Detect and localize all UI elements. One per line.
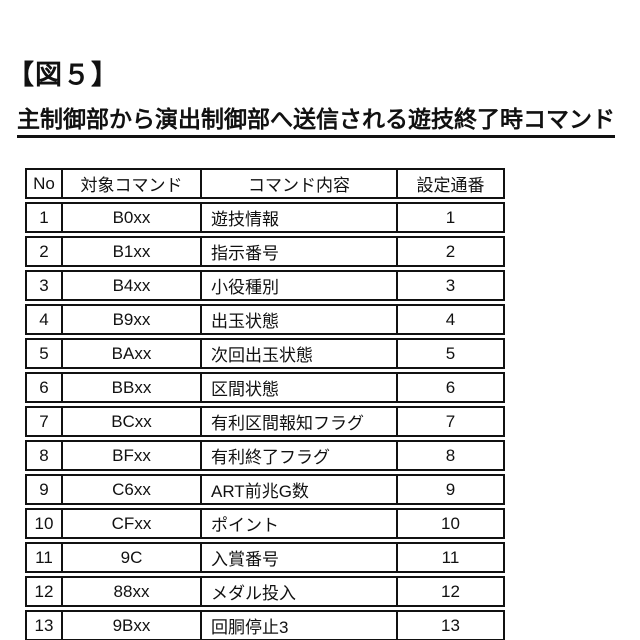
cell-serial: 5 xyxy=(398,338,505,369)
cell-command: 88xx xyxy=(63,576,202,607)
table-row: 4 B9xx 出玉状態 4 xyxy=(25,304,505,335)
cell-serial: 7 xyxy=(398,406,505,437)
cell-content: 入賞番号 xyxy=(202,542,398,573)
table-row: 1 B0xx 遊技情報 1 xyxy=(25,202,505,233)
cell-content: 次回出玉状態 xyxy=(202,338,398,369)
cell-serial: 3 xyxy=(398,270,505,301)
cell-serial: 13 xyxy=(398,610,505,640)
table-row: 3 B4xx 小役種別 3 xyxy=(25,270,505,301)
header-content: コマンド内容 xyxy=(202,168,398,199)
cell-serial: 10 xyxy=(398,508,505,539)
cell-content: 指示番号 xyxy=(202,236,398,267)
table-row: 6 BBxx 区間状態 6 xyxy=(25,372,505,403)
cell-serial: 6 xyxy=(398,372,505,403)
cell-serial: 12 xyxy=(398,576,505,607)
cell-no: 2 xyxy=(25,236,63,267)
cell-serial: 4 xyxy=(398,304,505,335)
page-title: 主制御部から演出制御部へ送信される遊技終了時コマンド xyxy=(17,100,615,138)
cell-command: 9C xyxy=(63,542,202,573)
cell-content: 小役種別 xyxy=(202,270,398,301)
cell-command: B9xx xyxy=(63,304,202,335)
cell-no: 8 xyxy=(25,440,63,471)
table-row: 2 B1xx 指示番号 2 xyxy=(25,236,505,267)
header-no: No xyxy=(25,168,63,199)
cell-no: 1 xyxy=(25,202,63,233)
cell-no: 5 xyxy=(25,338,63,369)
figure-label: 【図５】 xyxy=(7,60,119,90)
table-header-row: No 対象コマンド コマンド内容 設定通番 xyxy=(25,168,505,199)
cell-content: ポイント xyxy=(202,508,398,539)
table-row: 13 9Bxx 回胴停止3 13 xyxy=(25,610,505,640)
table-row: 7 BCxx 有利区間報知フラグ 7 xyxy=(25,406,505,437)
cell-command: 9Bxx xyxy=(63,610,202,640)
cell-command: B1xx xyxy=(63,236,202,267)
cell-content: 区間状態 xyxy=(202,372,398,403)
cell-command: BCxx xyxy=(63,406,202,437)
cell-serial: 2 xyxy=(398,236,505,267)
command-table: No 対象コマンド コマンド内容 設定通番 1 B0xx 遊技情報 1 2 B1… xyxy=(25,165,505,640)
table-row: 9 C6xx ART前兆G数 9 xyxy=(25,474,505,505)
cell-content: 遊技情報 xyxy=(202,202,398,233)
cell-no: 6 xyxy=(25,372,63,403)
table-row: 8 BFxx 有利終了フラグ 8 xyxy=(25,440,505,471)
cell-no: 13 xyxy=(25,610,63,640)
cell-serial: 1 xyxy=(398,202,505,233)
header-serial: 設定通番 xyxy=(398,168,505,199)
table-row: 11 9C 入賞番号 11 xyxy=(25,542,505,573)
cell-no: 7 xyxy=(25,406,63,437)
cell-content: 出玉状態 xyxy=(202,304,398,335)
cell-content: 有利区間報知フラグ xyxy=(202,406,398,437)
cell-no: 11 xyxy=(25,542,63,573)
cell-command: BBxx xyxy=(63,372,202,403)
cell-command: B0xx xyxy=(63,202,202,233)
cell-no: 10 xyxy=(25,508,63,539)
cell-command: BFxx xyxy=(63,440,202,471)
cell-content: ART前兆G数 xyxy=(202,474,398,505)
table-row: 10 CFxx ポイント 10 xyxy=(25,508,505,539)
cell-serial: 8 xyxy=(398,440,505,471)
cell-serial: 11 xyxy=(398,542,505,573)
cell-no: 3 xyxy=(25,270,63,301)
cell-serial: 9 xyxy=(398,474,505,505)
cell-no: 12 xyxy=(25,576,63,607)
header-command: 対象コマンド xyxy=(63,168,202,199)
cell-command: BAxx xyxy=(63,338,202,369)
table-row: 5 BAxx 次回出玉状態 5 xyxy=(25,338,505,369)
cell-content: 有利終了フラグ xyxy=(202,440,398,471)
cell-no: 4 xyxy=(25,304,63,335)
cell-command: B4xx xyxy=(63,270,202,301)
cell-no: 9 xyxy=(25,474,63,505)
table-row: 12 88xx メダル投入 12 xyxy=(25,576,505,607)
cell-content: メダル投入 xyxy=(202,576,398,607)
cell-content: 回胴停止3 xyxy=(202,610,398,640)
cell-command: CFxx xyxy=(63,508,202,539)
cell-command: C6xx xyxy=(63,474,202,505)
